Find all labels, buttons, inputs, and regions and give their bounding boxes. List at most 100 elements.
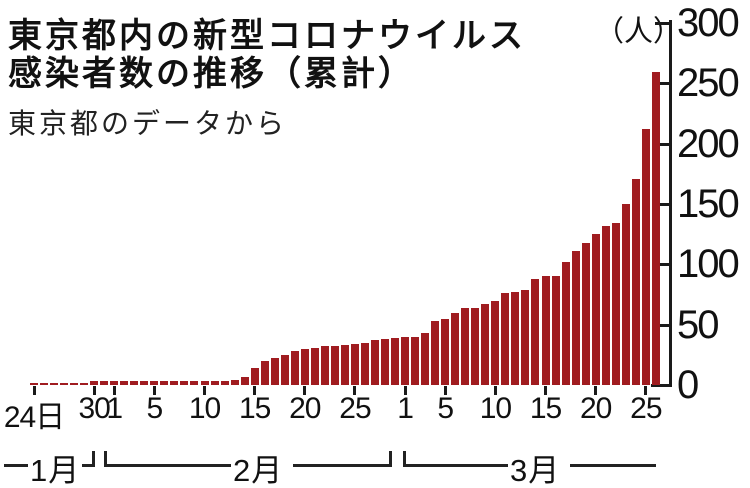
bar-2/21	[311, 348, 319, 385]
y-tick-label-0: 0	[677, 363, 699, 407]
chart-title-line1: 東京都内の新型コロナウイルス	[8, 17, 526, 55]
y-tick-label-250: 250	[677, 61, 740, 106]
bar-1/31	[100, 381, 108, 385]
bar-3/22	[612, 223, 620, 385]
bar-1/24	[30, 383, 38, 385]
x-tick-label-1/24: 24日	[3, 401, 65, 434]
bar-3/5	[441, 319, 449, 385]
bar-1/26	[50, 383, 58, 385]
x-tick-label-2/5: 5	[146, 392, 164, 425]
bar-3/13	[521, 290, 529, 385]
month-label-mar: 3月	[510, 453, 561, 488]
x-tick-2/1	[112, 386, 116, 395]
month-bracket-jan-line-right	[82, 464, 95, 467]
bar-1/28	[70, 383, 78, 385]
bar-3/11	[501, 293, 509, 385]
bar-3/16	[552, 276, 560, 385]
bar-3/23	[622, 204, 630, 385]
x-tick-3/5	[443, 386, 447, 395]
bar-2/18	[281, 355, 289, 385]
bar-2/11	[211, 381, 219, 385]
bar-3/2	[411, 337, 419, 385]
bar-3/24	[632, 179, 640, 385]
bar-2/25	[351, 344, 359, 385]
bar-2/8	[180, 381, 188, 385]
bar-2/27	[371, 340, 379, 385]
bar-2/19	[291, 351, 299, 385]
x-tick-2/10	[203, 386, 206, 395]
x-tick-label-3/1: 1	[397, 392, 414, 425]
bar-1/30	[90, 381, 98, 385]
month-bracket-feb-start	[104, 451, 107, 467]
y-tick-label-100: 100	[677, 242, 740, 287]
y-tick-150	[655, 203, 669, 206]
bar-2/3	[130, 381, 138, 385]
month-bracket-feb-end	[389, 451, 392, 467]
bar-2/1	[110, 381, 118, 385]
month-bracket-feb-line-left	[104, 464, 231, 467]
x-tick-label-3/5: 5	[437, 392, 454, 425]
bar-2/7	[170, 381, 178, 385]
bar-1/27	[60, 383, 68, 385]
month-bracket-mar-start	[403, 451, 406, 467]
bar-3/26	[652, 72, 660, 385]
bar-1/29	[80, 383, 88, 385]
y-axis-unit-label: （人）	[595, 16, 683, 48]
bar-3/4	[431, 321, 439, 385]
month-label-jan: 1月	[30, 453, 81, 488]
bar-3/3	[421, 333, 429, 385]
bar-3/6	[451, 313, 459, 385]
x-tick-label-2/1: 1	[106, 392, 123, 425]
y-tick-label-300: 300	[677, 0, 740, 45]
bar-2/17	[271, 358, 279, 385]
month-bracket-jan-line-left	[4, 464, 28, 467]
x-tick-label-2/25: 25	[339, 392, 371, 425]
bar-3/14	[531, 279, 539, 385]
bar-3/25	[642, 129, 650, 385]
x-tick-label-2/10: 10	[188, 392, 221, 425]
month-bracket-jan-end	[92, 451, 95, 467]
bar-1/25	[40, 383, 48, 385]
bar-2/15	[251, 368, 259, 385]
x-tick-1/30	[92, 386, 96, 395]
y-tick-300	[655, 22, 669, 25]
y-tick-50	[655, 323, 669, 327]
x-tick-label-3/20: 20	[579, 392, 612, 425]
bar-2/29	[391, 338, 399, 385]
bar-2/26	[361, 343, 369, 385]
y-tick-label-50: 50	[677, 302, 720, 347]
bar-3/17	[562, 262, 570, 385]
month-bracket-feb-line-right	[293, 464, 392, 467]
y-axis-zero-tick	[651, 384, 672, 387]
bar-3/7	[461, 308, 469, 385]
y-axis-line	[669, 20, 672, 387]
bar-2/23	[331, 346, 339, 385]
bar-2/20	[301, 349, 309, 385]
bar-2/4	[140, 381, 148, 385]
x-tick-label-2/15: 15	[238, 392, 271, 425]
bar-3/19	[582, 243, 590, 385]
x-tick-3/15	[544, 386, 548, 395]
bar-3/9	[481, 304, 489, 385]
x-tick-1/24	[32, 386, 36, 395]
y-tick-100	[655, 263, 669, 267]
bar-2/24	[341, 345, 349, 385]
bar-3/12	[511, 292, 519, 385]
x-tick-2/5	[152, 386, 156, 395]
bar-2/22	[321, 346, 329, 385]
chart-title-line2: 感染者数の推移（累計）	[8, 55, 415, 93]
bar-series	[30, 23, 663, 385]
bar-2/13	[231, 380, 239, 385]
bar-3/10	[491, 301, 499, 385]
bar-3/20	[592, 234, 600, 385]
y-tick-label-200: 200	[677, 121, 740, 166]
y-tick-200	[655, 142, 669, 146]
x-tick-3/25	[644, 386, 648, 395]
bar-2/14	[241, 377, 249, 385]
chart-source-note: 東京都のデータから	[8, 108, 288, 139]
y-tick-label-150: 150	[677, 182, 740, 226]
bar-3/1	[401, 337, 409, 385]
x-tick-2/15	[253, 386, 257, 395]
x-tick-label-1/30: 30	[78, 392, 110, 425]
